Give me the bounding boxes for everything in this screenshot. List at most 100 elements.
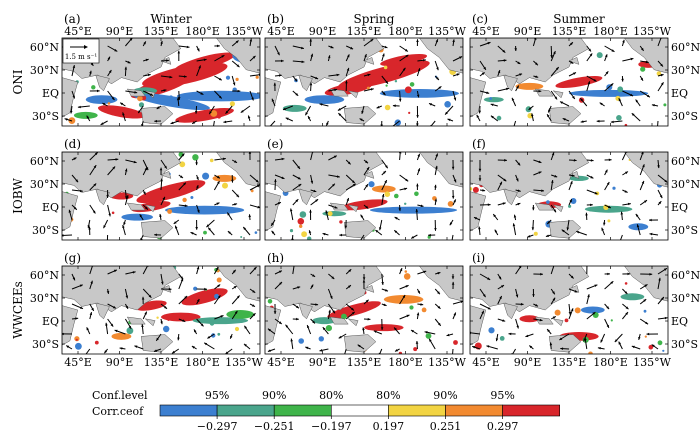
wind-vector-head	[233, 286, 237, 289]
panel-d: 60°N 30°N EQ 30°S (d) IOBW	[11, 137, 261, 241]
wind-vector-head	[183, 182, 186, 186]
wind-vector-head	[453, 199, 456, 203]
wind-vector-head	[642, 164, 645, 168]
wind-vector-head	[378, 227, 382, 231]
wind-vector-head	[212, 128, 215, 131]
wind-vector-head	[293, 263, 296, 266]
correlation-speckle	[299, 224, 303, 228]
wind-vector-head	[610, 83, 614, 87]
wind-vector-head	[90, 62, 94, 66]
wind-vector-head	[115, 158, 119, 161]
wind-vector-head	[635, 213, 639, 217]
correlation-speckle	[610, 319, 613, 322]
wind-vector-head	[551, 180, 554, 183]
wind-vector-head	[89, 70, 92, 74]
conf-level-label: 90%	[433, 389, 457, 402]
panel-letter: (e)	[267, 137, 283, 151]
wind-vector-head	[62, 332, 64, 336]
wind-vector-head	[70, 110, 73, 114]
wind-vector	[513, 120, 517, 126]
wind-vector-head	[93, 183, 97, 187]
wind-vector-head	[348, 269, 352, 273]
correlation-speckle	[607, 219, 611, 223]
correlation-speckle	[214, 293, 220, 299]
wind-vector-head	[184, 296, 188, 299]
wind-vector-head	[625, 306, 629, 310]
colorbar: −0.297 −0.251 −0.197 0.197 0.251 0.297 95% 90% 8…	[92, 389, 561, 433]
lon-label: 135°E	[144, 356, 179, 369]
land-mass	[298, 302, 313, 320]
wind-vector-head	[411, 236, 415, 239]
wind-vector-head	[438, 86, 442, 90]
wind-vector-head	[336, 73, 340, 77]
land-mass	[216, 38, 260, 74]
wind-vector-head	[437, 305, 441, 309]
wind-vector-head	[570, 61, 574, 64]
correlation-speckle	[453, 340, 458, 345]
wind-vector-head	[385, 289, 388, 292]
wind-vector-head	[394, 230, 398, 233]
land-mass	[568, 57, 580, 65]
wind-vector-head	[517, 202, 521, 206]
wind-vector-head	[381, 282, 384, 285]
correlation-speckle	[404, 202, 407, 205]
wind-vector-head	[547, 221, 550, 224]
wind-vector-head	[499, 296, 502, 299]
correlation-shading	[97, 105, 145, 119]
wind-vector-head	[145, 206, 148, 210]
wind-vector	[512, 348, 517, 354]
wind-vector-head	[659, 195, 663, 199]
wind-vector-head	[297, 286, 301, 289]
wind-vector-head	[77, 105, 81, 109]
lon-label: 180°E	[185, 25, 220, 38]
wind-vector-head	[625, 312, 628, 315]
wind-vector-head	[405, 54, 409, 58]
wind-vector-head	[252, 304, 255, 307]
colorbar-tick-label: 0.297	[487, 420, 519, 433]
wind-vector-head	[570, 42, 573, 46]
wind-vector-head	[159, 167, 163, 171]
wind-vector-head	[160, 178, 163, 182]
wind-vector-head	[114, 329, 118, 333]
wind-vector-head	[502, 49, 506, 53]
wind-vector	[85, 348, 91, 354]
correlation-speckle	[209, 321, 215, 326]
wind-vector-head	[352, 183, 356, 187]
wind-vector-head	[516, 325, 519, 329]
conf-level-label: 90%	[262, 389, 286, 402]
wind-vector-head	[538, 89, 542, 93]
wind-vector-head	[416, 183, 419, 187]
wind-vector-head	[267, 349, 271, 352]
wind-vector-head	[295, 199, 299, 203]
lat-label: 60°N	[30, 41, 59, 54]
wind-vector-head	[196, 266, 200, 270]
wind-vector-head	[215, 267, 219, 270]
wind-vector-head	[534, 38, 537, 40]
wind-vector-head	[97, 89, 100, 93]
wind-vector-head	[619, 242, 621, 245]
wind-vector-head	[255, 179, 259, 183]
wind-vector-head	[614, 339, 618, 342]
lat-label: 30°N	[671, 292, 700, 305]
wind-vector-head	[144, 167, 147, 171]
lon-label: 135°E	[347, 25, 382, 38]
correlation-shading	[620, 293, 645, 301]
wind-vector-head	[351, 307, 354, 311]
correlation-speckle	[210, 110, 218, 117]
wind-vector-head	[278, 270, 282, 273]
wind-vector-head	[631, 345, 635, 349]
wind-vector-head	[660, 73, 664, 77]
wind-vector-head	[80, 189, 83, 193]
panel-content	[265, 38, 463, 126]
wind-vector-head	[79, 284, 83, 287]
lon-label: 90°E	[106, 356, 134, 369]
panel-b: 45°E 90°E 135°E 180°E 135°W (b) Spring	[264, 12, 467, 127]
wind-vector-head	[367, 73, 371, 77]
wind-vector-head	[420, 204, 424, 208]
wind-vector-head	[373, 330, 377, 333]
correlation-shading	[383, 295, 424, 304]
wind-vector-head	[436, 77, 439, 80]
wind-vector-head	[630, 57, 634, 61]
correlation-speckle	[75, 342, 82, 350]
wind-vector-head	[370, 39, 374, 42]
